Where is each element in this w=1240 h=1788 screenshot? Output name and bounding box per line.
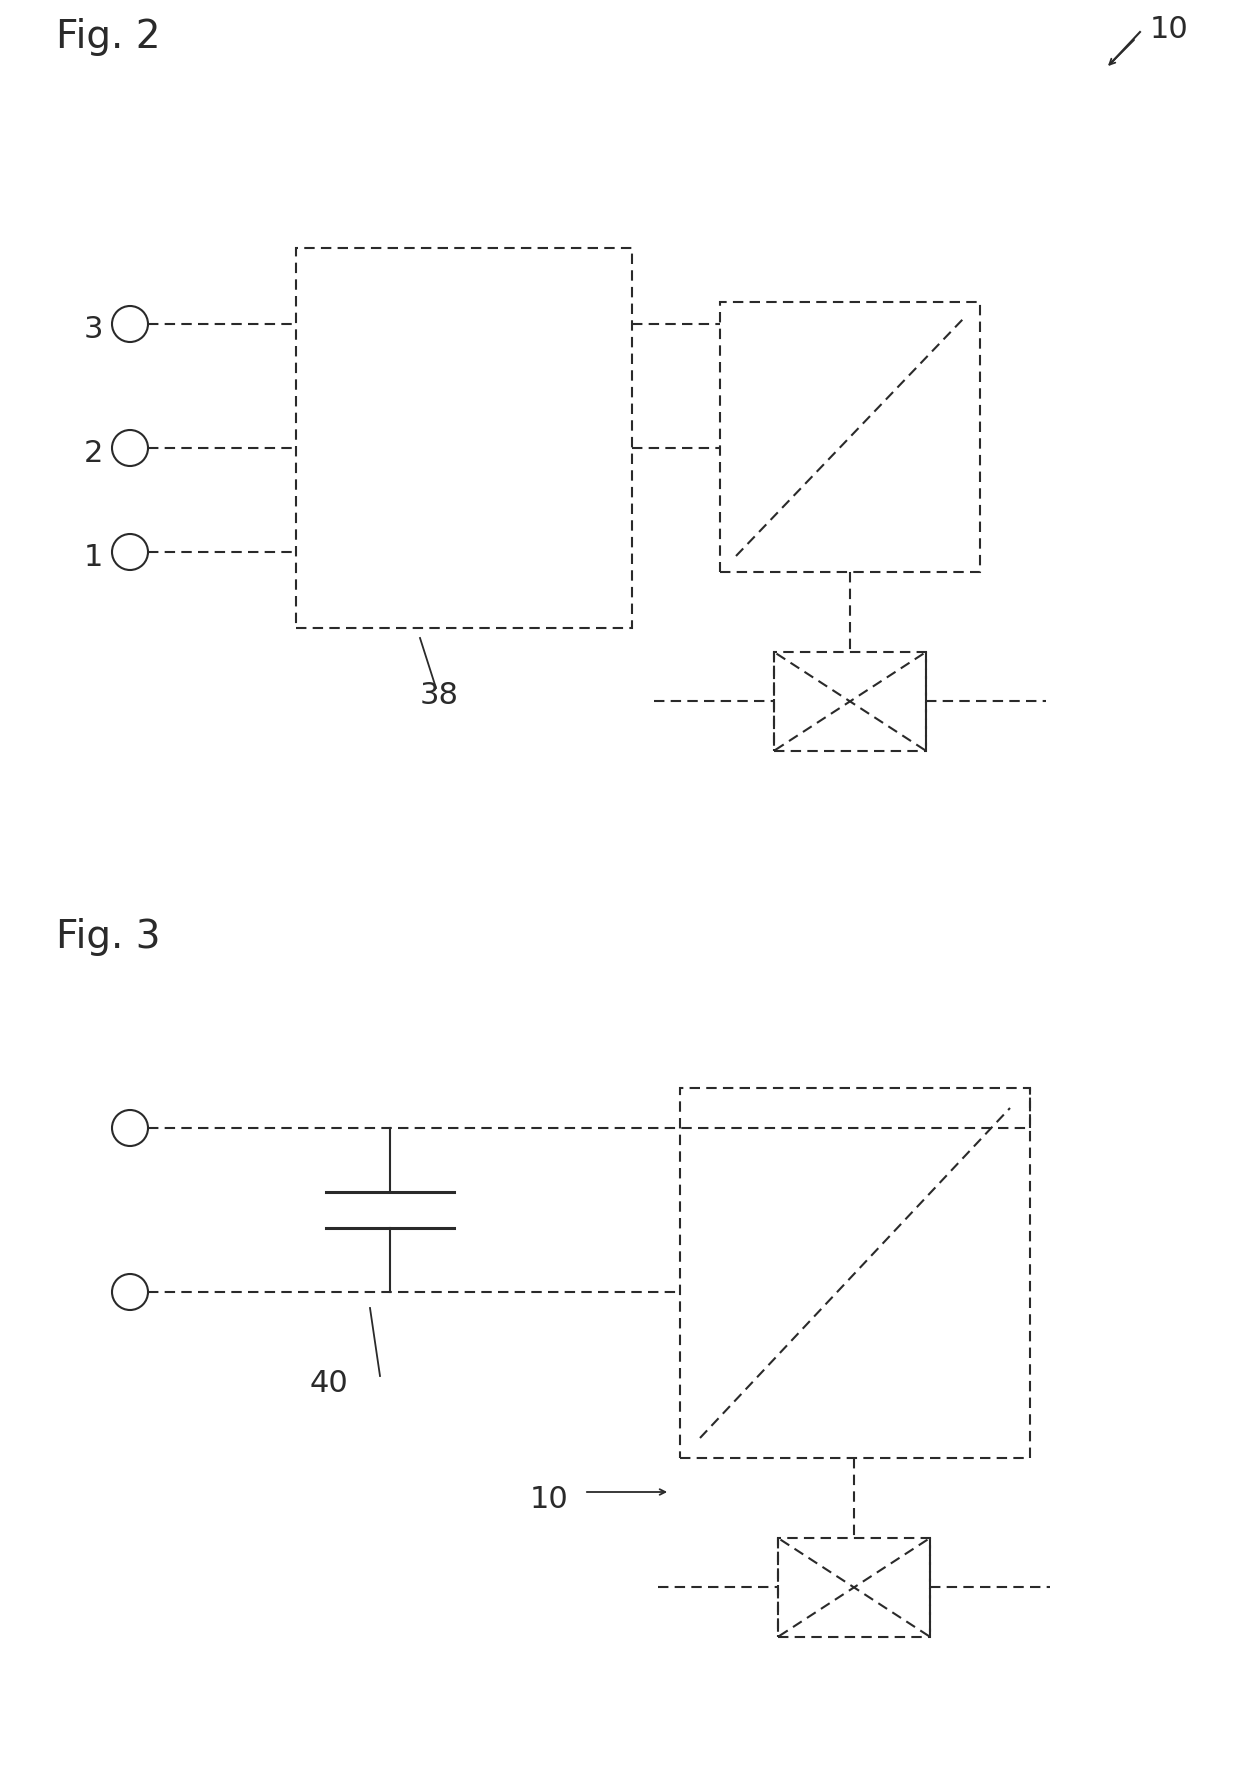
Text: 38: 38 [420,681,459,710]
Text: Fig. 2: Fig. 2 [56,18,160,55]
Bar [777,1538,930,1636]
Bar [774,653,926,751]
Text: 1: 1 [84,544,103,572]
Bar [296,249,632,628]
Bar [720,302,980,572]
Text: 10: 10 [1149,14,1189,45]
Text: Fig. 3: Fig. 3 [56,917,160,957]
Text: 10: 10 [529,1486,569,1514]
Bar [680,1089,1030,1457]
Text: 40: 40 [310,1370,348,1398]
Text: 2: 2 [84,440,103,468]
Text: 3: 3 [84,315,103,343]
